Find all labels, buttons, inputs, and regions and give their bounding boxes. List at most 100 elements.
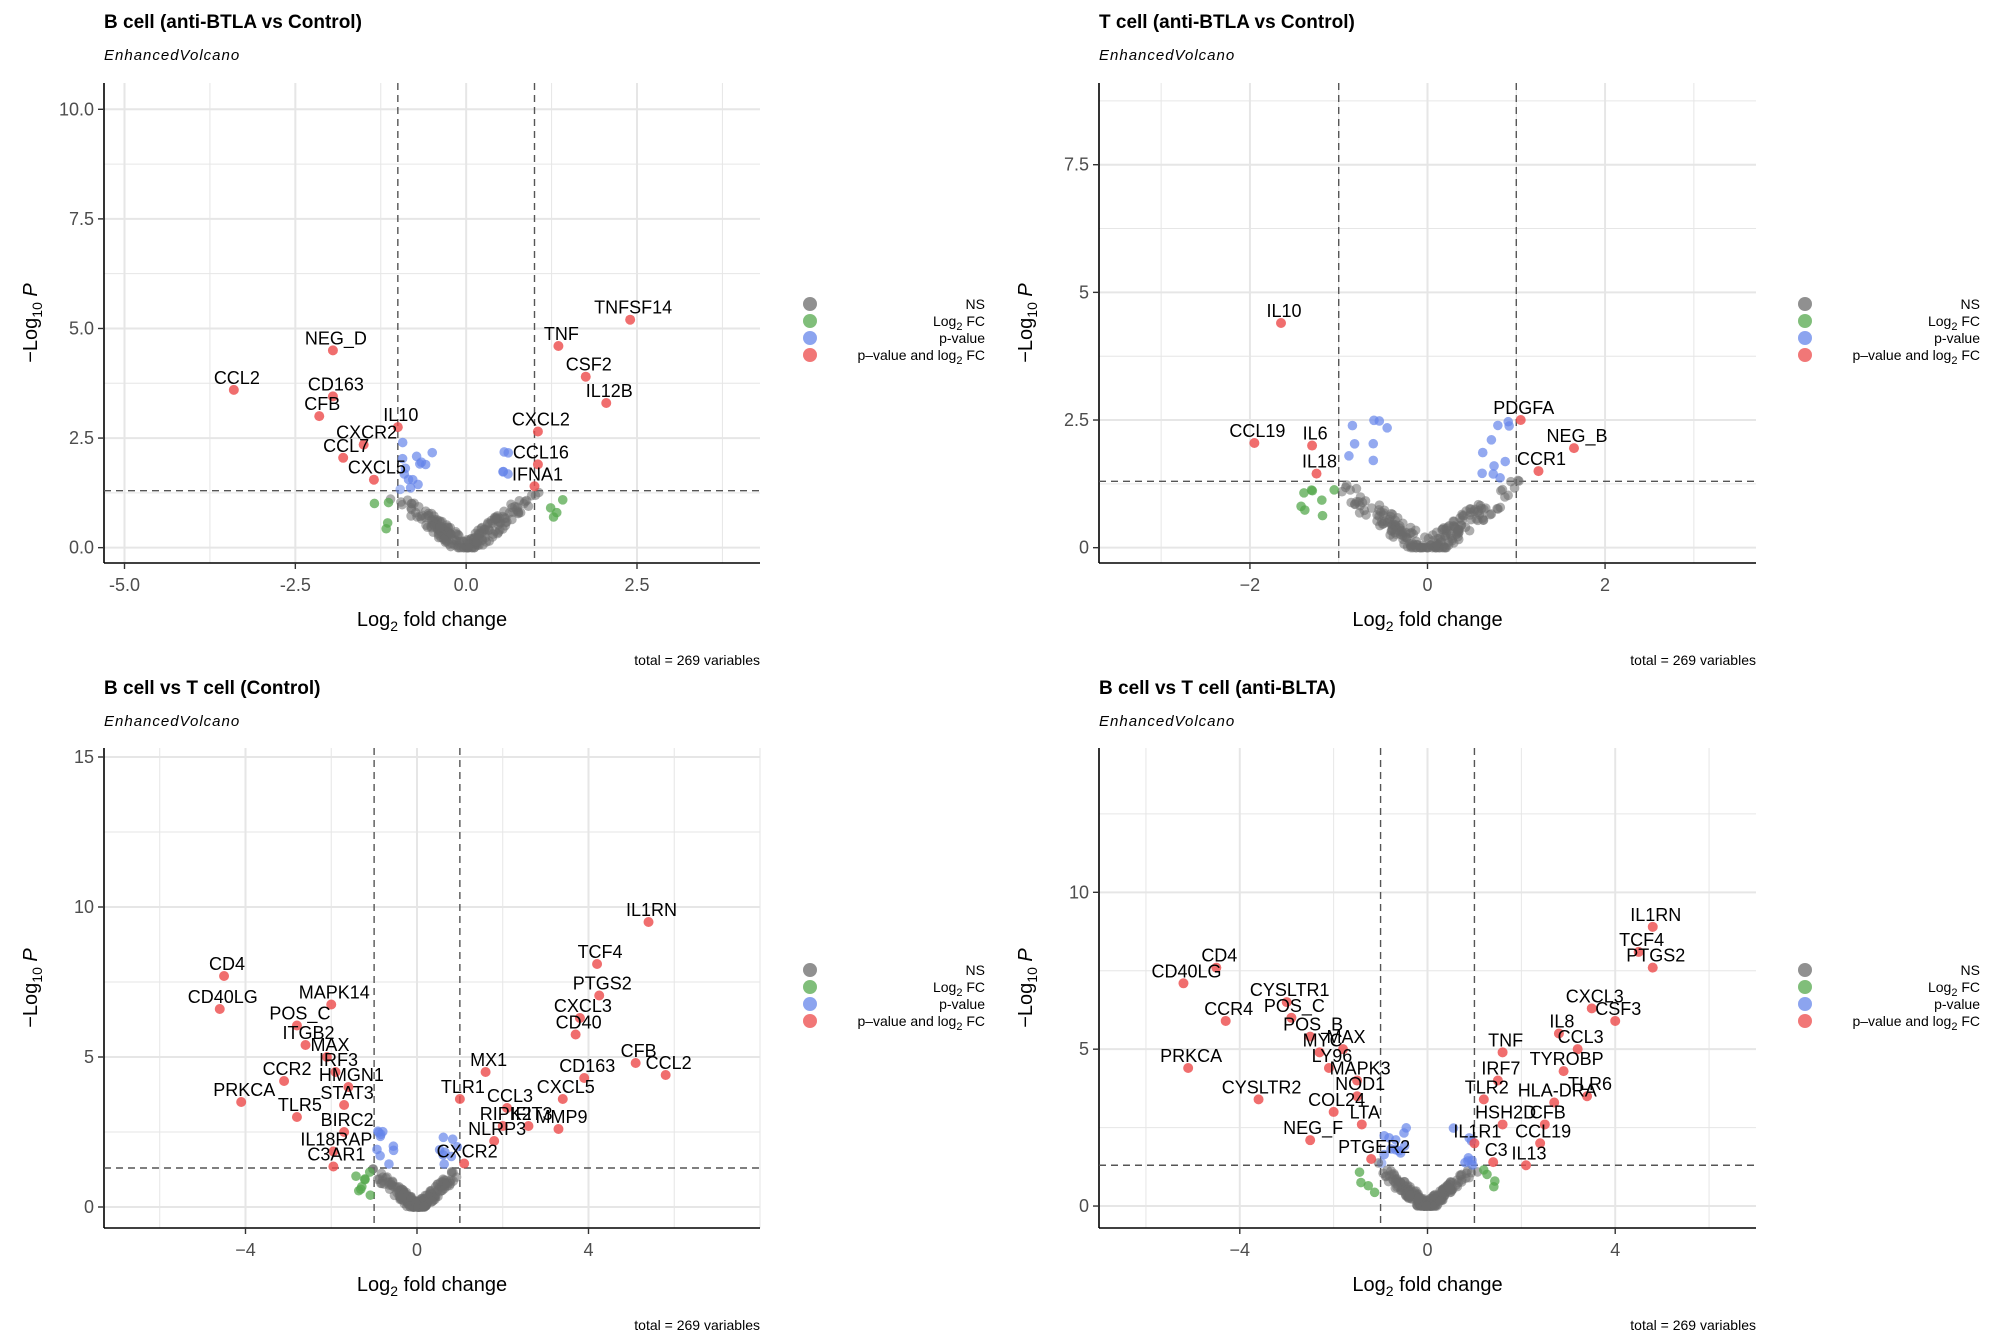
data-point: [427, 447, 438, 458]
data-point: [1379, 1149, 1389, 1160]
point-label: RIPK2: [480, 1104, 532, 1124]
point-label: IL10: [1266, 301, 1301, 321]
x-tick-label: -5.0: [109, 575, 140, 595]
data-point: [1421, 1201, 1432, 1211]
data-point: [228, 384, 239, 395]
data-point: [1435, 533, 1445, 543]
point-label: MX1: [470, 1050, 507, 1070]
data-point: [1495, 502, 1506, 513]
legend-key-fc: [1798, 314, 1812, 328]
data-point: [1220, 1015, 1231, 1026]
legend-key-ns: [803, 963, 817, 977]
data-point: [414, 459, 425, 469]
data-point: [1572, 1044, 1583, 1055]
data-point: [557, 495, 568, 505]
legend-key-fc: [803, 314, 817, 328]
point-label: IL10: [383, 405, 418, 425]
data-point: [1533, 466, 1544, 477]
legend-label-ns: NS: [966, 296, 985, 312]
data-point: [406, 511, 416, 521]
data-point: [601, 398, 612, 408]
data-point: [1457, 509, 1467, 520]
data-point: [386, 1180, 397, 1190]
legend-key-pv: [803, 331, 817, 345]
point-label: PTGS2: [1626, 946, 1685, 966]
data-point: [375, 1150, 385, 1161]
data-point: [400, 463, 411, 474]
data-point: [1354, 1167, 1365, 1177]
data-point: [451, 527, 461, 537]
point-label: LY96: [1312, 1046, 1353, 1066]
data-point: [1329, 485, 1339, 495]
x-axis-label: Log2 fold change: [357, 609, 507, 634]
data-point: [406, 503, 416, 513]
y-axis-label: −Log10 P: [1015, 283, 1040, 363]
data-point: [384, 1159, 394, 1169]
data-point: [1478, 1094, 1489, 1105]
data-point: [1390, 527, 1400, 538]
point-label: NLRP3: [468, 1119, 526, 1139]
data-point: [327, 345, 338, 356]
data-point: [392, 422, 403, 433]
data-point: [1354, 496, 1364, 507]
point-label: TNF: [544, 324, 579, 344]
point-label: CCL3: [487, 1086, 533, 1106]
x-tick-label: 0: [412, 1240, 422, 1260]
point-label: CD163: [308, 374, 364, 394]
data-point: [1300, 505, 1310, 515]
point-label: CCL2: [646, 1053, 692, 1073]
x-tick-label: 2: [1600, 575, 1610, 595]
data-point: [1452, 525, 1463, 535]
data-point: [548, 512, 559, 522]
legend-label-both: p–value and log2 FC: [857, 347, 985, 367]
y-tick-label: 5: [84, 1047, 94, 1067]
data-point: [1405, 541, 1416, 551]
data-point: [438, 1150, 448, 1160]
data-point: [1482, 1169, 1492, 1180]
data-point: [1535, 1138, 1546, 1149]
data-point: [379, 1179, 390, 1189]
point-label: IRF3: [319, 1050, 358, 1070]
total-caption: total = 269 variables: [634, 652, 760, 668]
data-point: [1390, 1178, 1401, 1188]
data-point: [503, 469, 513, 479]
data-point: [1448, 1123, 1459, 1133]
y-tick-label: 0: [84, 1197, 94, 1217]
point-label: POS_C: [1264, 996, 1325, 1017]
data-point: [430, 1182, 441, 1192]
point-label: TLR1: [441, 1077, 485, 1097]
data-point: [1435, 1186, 1445, 1196]
data-point: [1379, 505, 1390, 516]
data-point: [1428, 1190, 1439, 1201]
data-point: [405, 483, 416, 493]
point-label: CFB: [621, 1041, 657, 1061]
data-point: [328, 1146, 339, 1157]
data-point: [447, 1134, 458, 1144]
data-point: [1486, 435, 1497, 445]
data-point: [1420, 532, 1430, 542]
data-point: [1368, 438, 1379, 449]
data-point: [643, 917, 654, 927]
data-point: [459, 1158, 470, 1169]
legend-label-ns: NS: [1961, 296, 1980, 312]
y-tick-label: 10: [1069, 882, 1089, 902]
data-point: [1504, 421, 1514, 431]
x-tick-label: 0: [1422, 575, 1432, 595]
point-label: CD40: [556, 1013, 602, 1033]
y-tick-label: 5: [1079, 1039, 1089, 1059]
data-point: [397, 437, 408, 448]
point-label: IL1RN: [626, 900, 677, 920]
data-point: [579, 1073, 590, 1083]
data-point: [1568, 443, 1579, 454]
data-point: [1306, 485, 1317, 495]
data-point: [532, 459, 543, 470]
data-point: [1369, 1187, 1380, 1198]
x-tick-label: −2: [1240, 575, 1261, 595]
data-point: [456, 542, 466, 553]
data-point: [403, 474, 414, 485]
point-label: MAPK3: [1330, 1059, 1391, 1079]
data-point: [1311, 468, 1322, 479]
data-point: [383, 497, 394, 508]
data-point: [1379, 1131, 1389, 1141]
